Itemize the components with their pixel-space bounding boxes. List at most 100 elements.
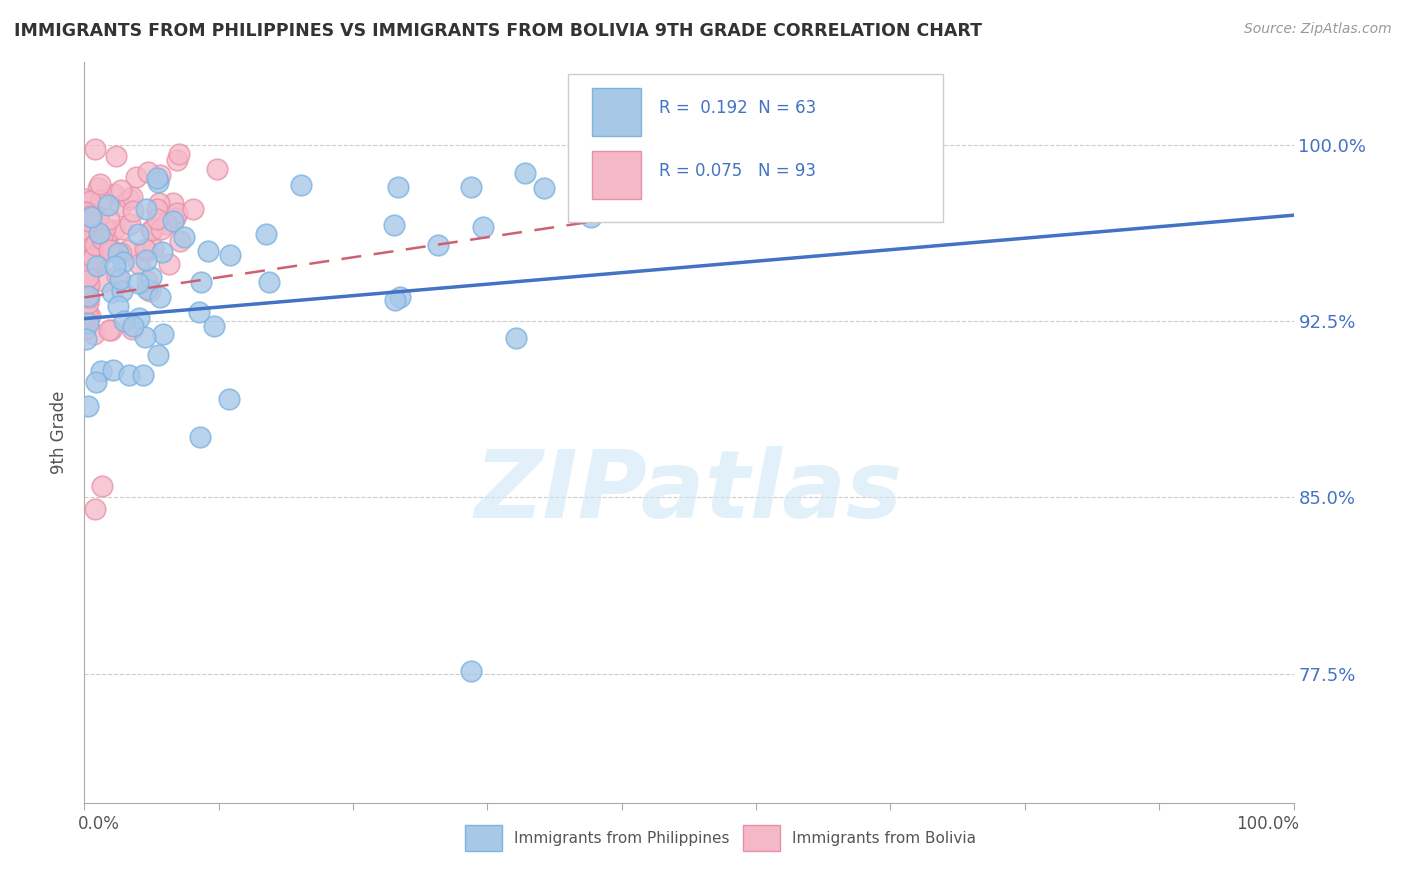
Point xyxy=(87,242,110,256)
Point xyxy=(219,248,242,262)
Point xyxy=(84,142,107,156)
Point xyxy=(128,311,150,326)
Point xyxy=(101,244,124,258)
Point xyxy=(135,282,157,296)
Point xyxy=(82,238,104,252)
Point xyxy=(105,268,128,283)
Point xyxy=(135,202,157,216)
Point xyxy=(77,214,100,228)
Point xyxy=(75,217,97,231)
Point xyxy=(82,261,104,276)
Point xyxy=(75,332,97,346)
Point xyxy=(77,295,100,310)
Point xyxy=(187,305,209,319)
Point xyxy=(132,368,155,383)
Point xyxy=(162,214,184,228)
Text: IMMIGRANTS FROM PHILIPPINES VS IMMIGRANTS FROM BOLIVIA 9TH GRADE CORRELATION CHA: IMMIGRANTS FROM PHILIPPINES VS IMMIGRANT… xyxy=(14,22,981,40)
Point xyxy=(146,175,169,189)
Point xyxy=(135,244,157,258)
Bar xyxy=(465,825,502,851)
Point xyxy=(155,217,177,231)
Point xyxy=(678,191,700,205)
Point xyxy=(382,219,405,233)
Point xyxy=(80,255,103,269)
Point xyxy=(257,275,280,289)
Text: R = 0.075   N = 93: R = 0.075 N = 93 xyxy=(659,162,815,180)
Point xyxy=(166,206,188,220)
Point xyxy=(76,197,98,211)
Point xyxy=(103,362,125,376)
Point xyxy=(384,293,406,308)
Point xyxy=(121,204,143,219)
Point xyxy=(581,201,603,215)
Point xyxy=(149,289,172,303)
Point xyxy=(79,277,101,291)
FancyBboxPatch shape xyxy=(568,73,943,221)
Point xyxy=(118,368,141,383)
Point xyxy=(136,165,159,179)
Point xyxy=(146,348,169,362)
Point xyxy=(579,211,602,225)
Point xyxy=(79,209,101,223)
Point xyxy=(388,290,411,304)
Point xyxy=(79,247,101,261)
Point xyxy=(82,209,104,223)
Point xyxy=(110,245,132,260)
Point xyxy=(73,206,96,220)
Point xyxy=(86,253,108,268)
Point xyxy=(83,248,105,262)
Point xyxy=(141,269,163,284)
Point xyxy=(104,259,127,273)
Point xyxy=(290,178,312,193)
Point xyxy=(87,210,110,224)
Point xyxy=(73,287,96,301)
Point xyxy=(103,186,125,201)
Point xyxy=(110,184,132,198)
Point xyxy=(79,309,101,323)
Point xyxy=(112,314,135,328)
Point xyxy=(505,331,527,345)
Y-axis label: 9th Grade: 9th Grade xyxy=(51,391,69,475)
Point xyxy=(105,149,128,163)
Point xyxy=(84,238,107,252)
Text: R =  0.192  N = 63: R = 0.192 N = 63 xyxy=(659,99,815,118)
Point xyxy=(83,326,105,341)
Point xyxy=(427,237,450,252)
Point xyxy=(515,166,537,180)
Point xyxy=(101,285,124,300)
Point xyxy=(77,288,100,302)
Point xyxy=(93,221,115,235)
Point xyxy=(90,249,112,263)
Point xyxy=(142,241,165,255)
Point xyxy=(75,252,97,267)
Point xyxy=(254,227,277,241)
Point xyxy=(460,664,482,678)
Point xyxy=(121,321,143,335)
Point xyxy=(135,253,157,268)
Point xyxy=(86,259,108,273)
Point xyxy=(166,153,188,167)
Point xyxy=(118,193,141,207)
Point xyxy=(197,244,219,258)
Point xyxy=(127,227,149,241)
Point xyxy=(77,269,100,284)
Point xyxy=(111,222,134,236)
Point xyxy=(90,232,112,246)
Point xyxy=(76,280,98,294)
Point xyxy=(471,219,494,234)
Point xyxy=(207,162,229,177)
Point xyxy=(75,204,97,219)
Point xyxy=(134,242,156,256)
Point xyxy=(118,218,141,232)
Point xyxy=(110,199,132,213)
Point xyxy=(73,192,96,206)
Point xyxy=(387,180,409,194)
Point xyxy=(145,202,167,216)
Point xyxy=(80,206,103,220)
Point xyxy=(77,291,100,305)
Point xyxy=(76,269,98,284)
Point xyxy=(100,323,122,337)
Point xyxy=(122,319,145,334)
Bar xyxy=(592,88,641,136)
Point xyxy=(111,284,134,298)
